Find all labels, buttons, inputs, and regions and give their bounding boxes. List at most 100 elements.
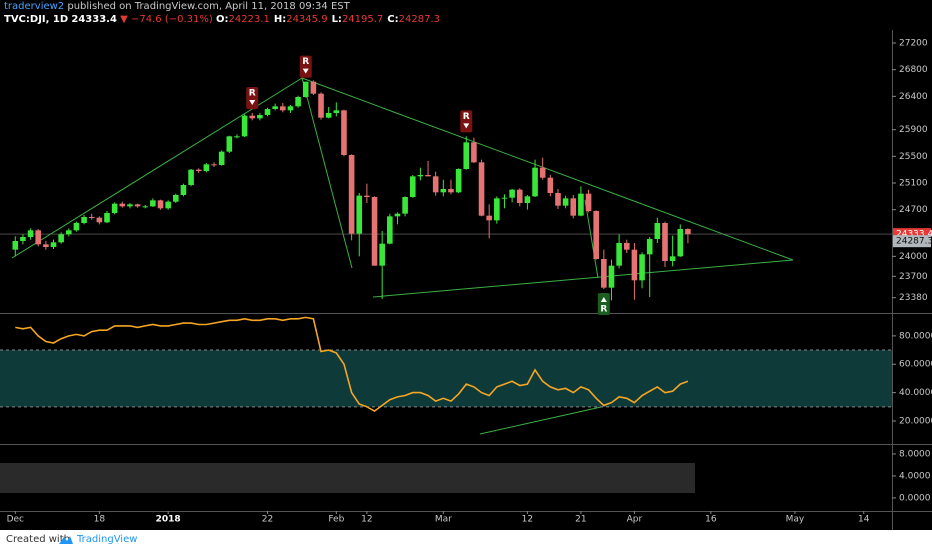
published: published on TradingView.com, April 11, … bbox=[67, 1, 350, 12]
chart: 23380 23700 24000 24700 25100 25500 25900 26400… bbox=[0, 0, 932, 530]
x-tick-label: 16 bbox=[705, 515, 717, 525]
candle-body bbox=[111, 203, 118, 213]
candle-body bbox=[494, 198, 500, 221]
candle-body bbox=[173, 195, 179, 202]
y-tick-label: 26800 bbox=[899, 65, 928, 75]
arrow: ▼ bbox=[120, 14, 128, 25]
y-tick-label: 23380 bbox=[899, 293, 928, 303]
candle-body bbox=[478, 162, 485, 216]
candle-body bbox=[532, 167, 538, 197]
candle-body bbox=[356, 195, 363, 234]
x-tick-label: 2018 bbox=[156, 515, 181, 525]
brand: TradingView bbox=[77, 534, 138, 545]
candle-body bbox=[50, 242, 57, 247]
candle-body bbox=[471, 142, 477, 163]
candle-body bbox=[142, 206, 149, 208]
candle-body bbox=[524, 196, 531, 203]
candle-body bbox=[295, 97, 301, 107]
signal-box bbox=[299, 55, 312, 78]
background bbox=[0, 0, 932, 530]
candle-body bbox=[241, 115, 248, 137]
signal-box bbox=[460, 110, 473, 133]
x-tick-label: May bbox=[786, 515, 805, 525]
candle-body bbox=[73, 223, 80, 231]
candle-body bbox=[501, 197, 508, 199]
x-tick-label: Mar bbox=[435, 515, 452, 525]
price-label-box bbox=[893, 235, 931, 248]
candle-body bbox=[302, 81, 309, 97]
candle-body bbox=[608, 265, 615, 288]
candle-body bbox=[562, 198, 569, 206]
footer: Created with TradingView bbox=[0, 530, 932, 550]
ohlc-value: 24345.9 bbox=[286, 14, 328, 25]
x-tick-label: Dec bbox=[7, 515, 24, 525]
x-tick-label: 21 bbox=[575, 515, 586, 525]
y-tick-label: 24000 bbox=[899, 252, 928, 262]
signal-arrow bbox=[463, 123, 470, 129]
signal-arrow bbox=[249, 100, 256, 105]
x-tick-label: 12 bbox=[522, 515, 533, 525]
candle-body bbox=[463, 142, 470, 169]
logo bbox=[59, 536, 73, 544]
candle-body bbox=[685, 229, 691, 235]
author: traderview2 bbox=[4, 1, 65, 12]
candle-body bbox=[35, 230, 42, 245]
candle-body bbox=[218, 151, 225, 165]
price-label: 24287.3 bbox=[896, 237, 932, 247]
candle-body bbox=[432, 176, 439, 193]
candle-body bbox=[65, 230, 72, 235]
candle-body bbox=[623, 243, 630, 250]
signal-box bbox=[597, 293, 610, 315]
change: −74.6 (−0.31%) bbox=[131, 14, 213, 25]
candle-body bbox=[601, 259, 607, 288]
candle-body bbox=[104, 213, 110, 223]
candle-body bbox=[264, 109, 271, 115]
candle-body bbox=[555, 193, 561, 206]
signal-arrow bbox=[600, 297, 607, 302]
y-tick-label: 25100 bbox=[899, 179, 928, 189]
candle-body bbox=[677, 229, 684, 257]
ohlc-key: L: bbox=[331, 14, 342, 25]
candle-body bbox=[662, 223, 668, 261]
candle-body bbox=[165, 201, 171, 209]
y-tick-label: 40.0000 bbox=[899, 388, 932, 398]
ohlc-value: 24195.7 bbox=[341, 14, 384, 25]
x-tick-label: Feb bbox=[328, 515, 344, 525]
publish-line: traderview2 published on TradingView.com… bbox=[4, 0, 444, 13]
candle-body bbox=[578, 193, 584, 216]
candle-body bbox=[348, 155, 355, 234]
candle-body bbox=[402, 197, 408, 214]
y-tick-label: 26400 bbox=[899, 92, 928, 102]
x-tick-label: 22 bbox=[262, 515, 273, 525]
candle-body bbox=[58, 234, 64, 243]
candle-body bbox=[310, 81, 317, 94]
candle-body bbox=[280, 106, 286, 111]
x-tick-label: 18 bbox=[94, 515, 106, 525]
signal-label: R bbox=[600, 305, 607, 315]
candle-body bbox=[409, 176, 416, 197]
candle-body bbox=[486, 215, 492, 221]
candle-body bbox=[150, 200, 156, 207]
candle-body bbox=[448, 189, 454, 193]
candle-body bbox=[364, 195, 370, 197]
candle-body bbox=[379, 243, 385, 266]
heatmap-band bbox=[0, 463, 695, 493]
signal-box bbox=[246, 87, 259, 109]
candle-body bbox=[43, 244, 49, 247]
ohlc-value: 24287.3 bbox=[398, 14, 440, 25]
candle-body bbox=[394, 213, 401, 217]
candle-body bbox=[593, 211, 599, 259]
candle-body bbox=[12, 241, 19, 250]
candle-body bbox=[425, 175, 431, 177]
candle-body bbox=[387, 216, 393, 244]
candle-body bbox=[249, 115, 256, 119]
candle-body bbox=[203, 164, 210, 171]
last: 24333.4 bbox=[71, 14, 117, 25]
candle-body bbox=[234, 136, 240, 138]
candle-body bbox=[318, 93, 324, 118]
quote-line: TVC:DJI, 1D 24333.4 ▼ −74.6 (−0.31%) O:2… bbox=[4, 13, 444, 26]
candle-body bbox=[341, 110, 347, 155]
candle-body bbox=[20, 237, 26, 241]
